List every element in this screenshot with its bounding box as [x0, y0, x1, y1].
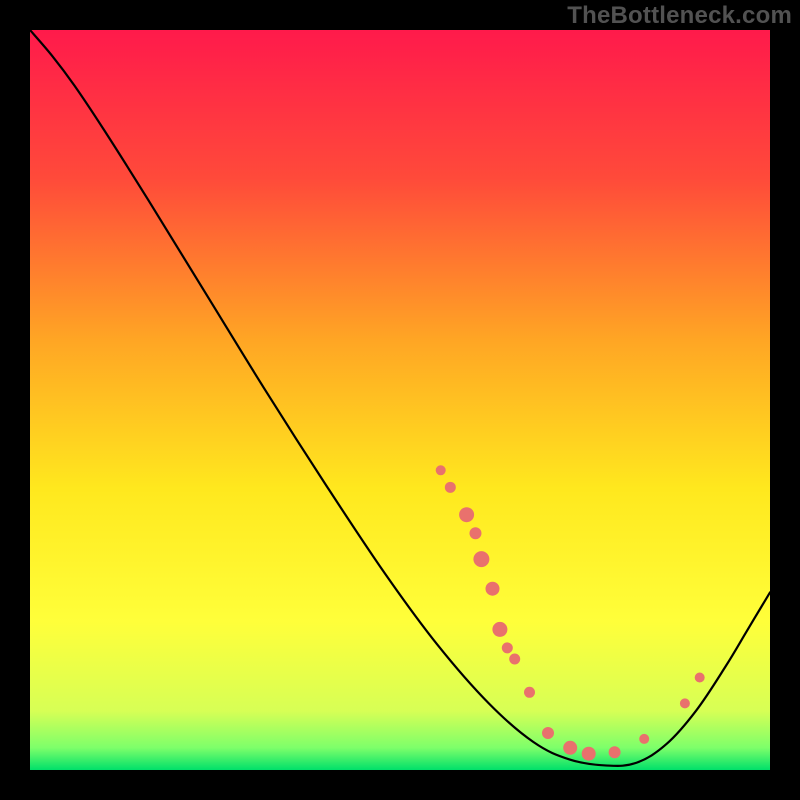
curve-marker: [609, 746, 621, 758]
watermark-text: TheBottleneck.com: [567, 2, 792, 30]
curve-marker: [542, 727, 554, 739]
curve-marker: [563, 741, 577, 755]
curve-marker: [680, 698, 690, 708]
curve-marker: [582, 747, 596, 761]
plot-area: [30, 30, 770, 770]
curve-marker: [639, 734, 649, 744]
chart-frame: TheBottleneck.com: [0, 0, 800, 800]
plot-background: [30, 30, 770, 770]
curve-marker: [502, 642, 513, 653]
curve-marker: [492, 622, 507, 637]
curve-marker: [445, 482, 456, 493]
curve-marker: [459, 507, 474, 522]
plot-svg: [30, 30, 770, 770]
curve-marker: [469, 527, 481, 539]
curve-marker: [524, 687, 535, 698]
curve-marker: [695, 673, 705, 683]
curve-marker: [473, 551, 489, 567]
curve-marker: [486, 582, 500, 596]
curve-marker: [509, 654, 520, 665]
curve-marker: [436, 465, 446, 475]
